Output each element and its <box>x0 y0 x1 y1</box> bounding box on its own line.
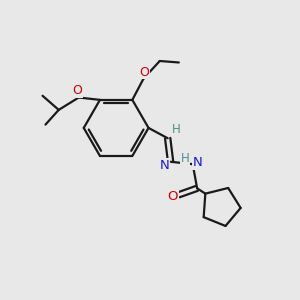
Text: N: N <box>159 159 169 172</box>
Text: N: N <box>193 157 203 169</box>
Text: H: H <box>172 124 181 136</box>
Text: O: O <box>72 84 82 97</box>
Text: O: O <box>140 66 149 79</box>
Text: O: O <box>168 190 178 203</box>
Text: H: H <box>181 152 190 165</box>
